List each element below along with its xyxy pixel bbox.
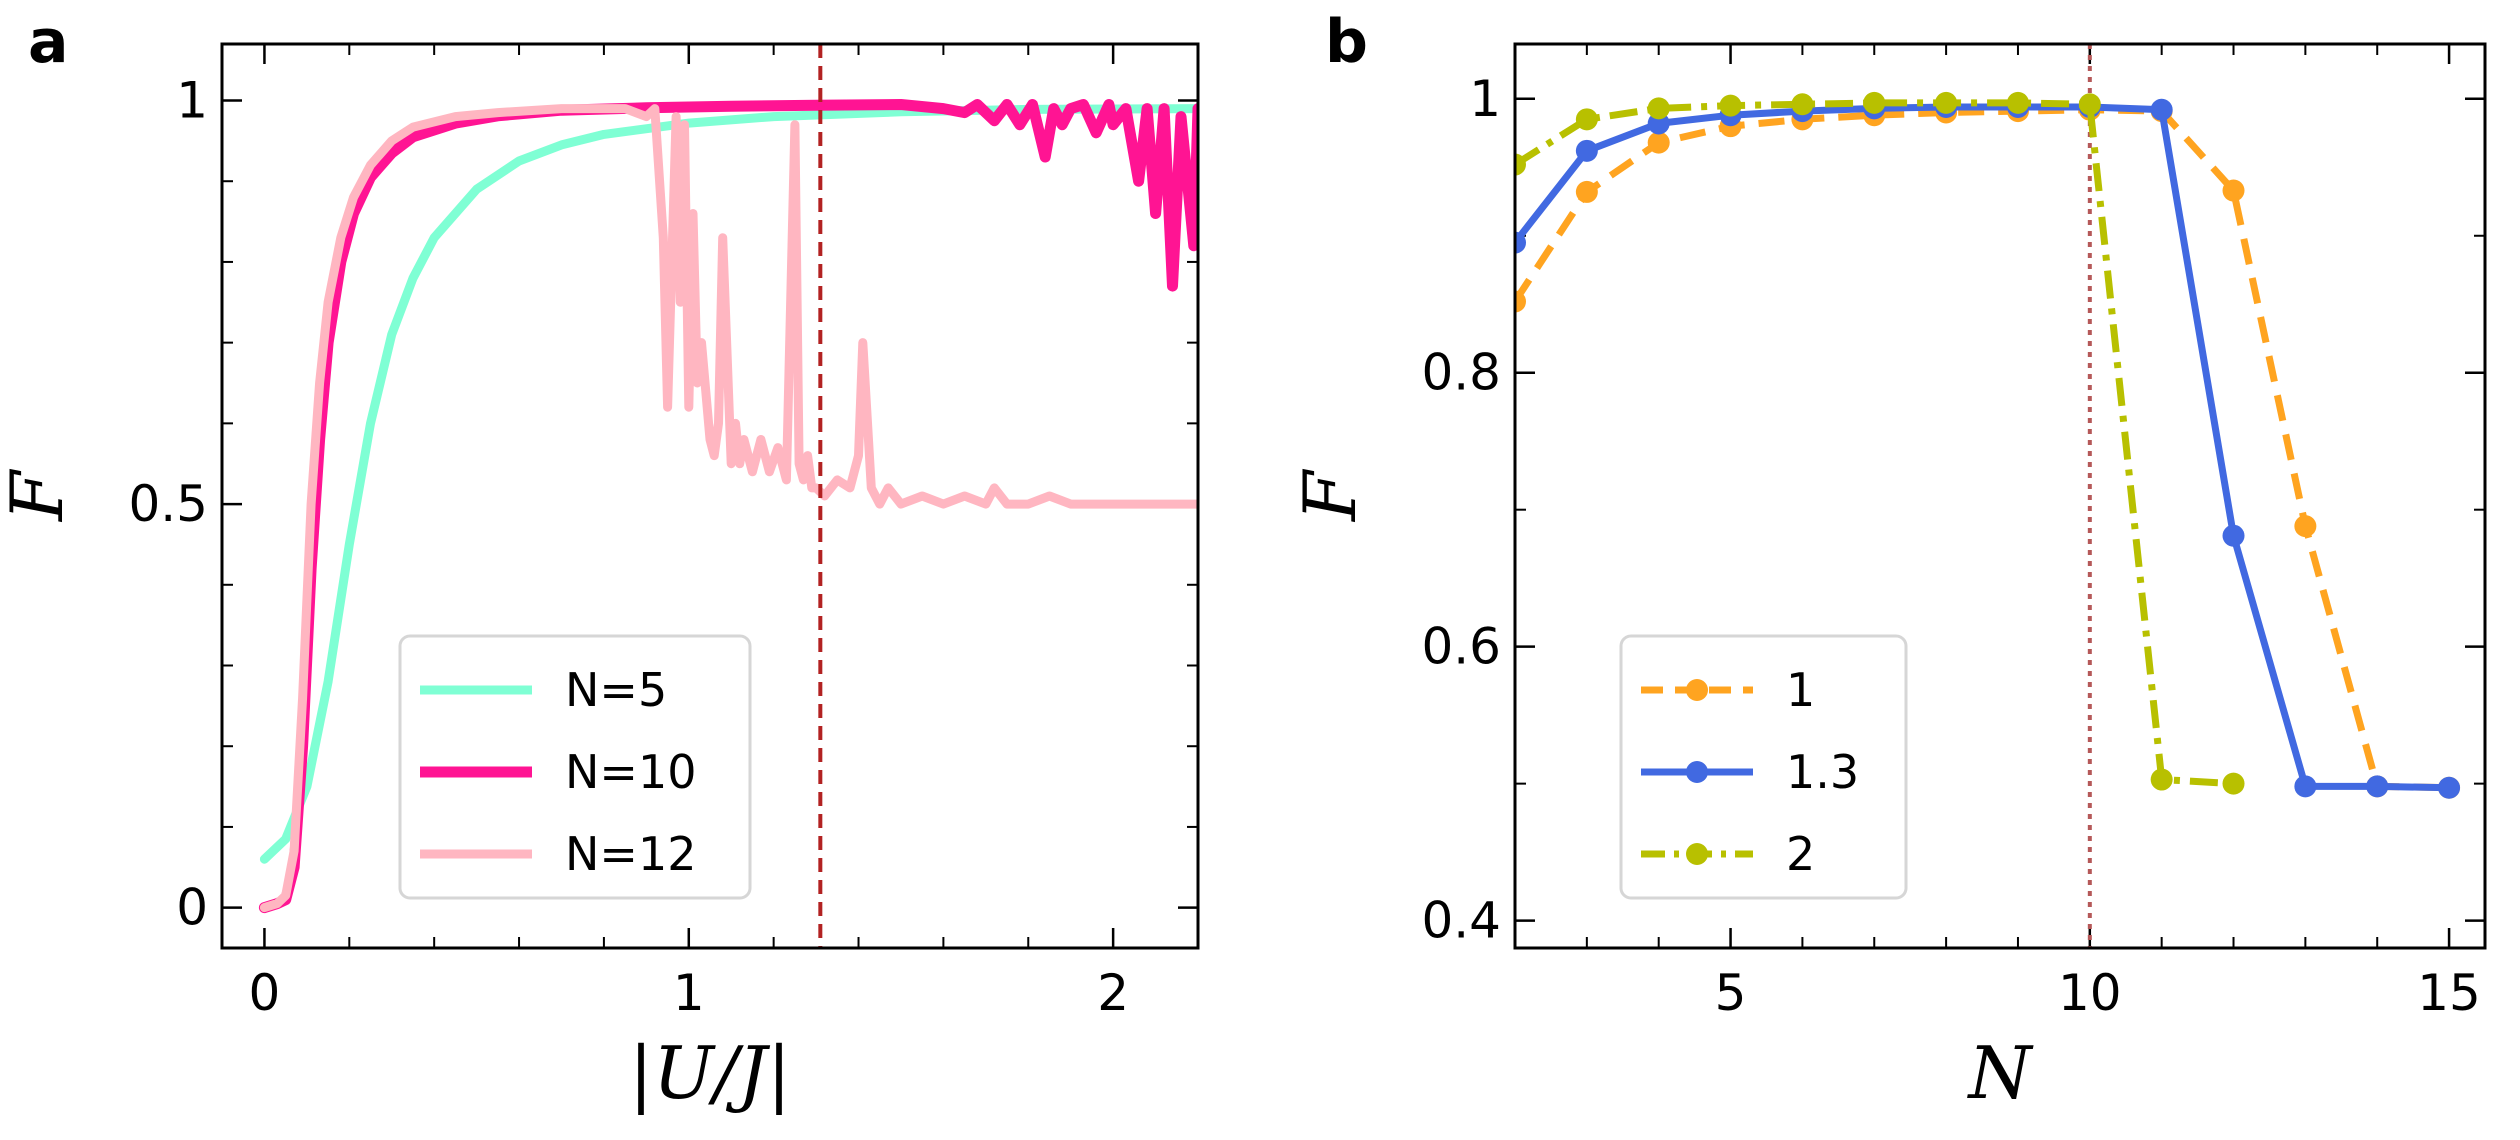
panel-a-frame (220, 42, 1200, 950)
legend-label-1.3: 1.3 (1786, 745, 1859, 799)
series-point-1.3 (2222, 524, 2245, 547)
series-point-2 (1719, 94, 1742, 117)
panel-a-y-axis-label: F (0, 468, 79, 523)
panel-b-ticks (1514, 44, 2485, 948)
series-point-2 (2006, 91, 2029, 114)
series-point-2 (2150, 768, 2173, 791)
legend-box (398, 634, 752, 900)
series-point-1 (1575, 180, 1598, 203)
x-tick-label: 15 (2417, 964, 2481, 1022)
series-point-2 (1647, 97, 1670, 120)
series-point-2 (1791, 93, 1814, 116)
y-tick-label: 0 (176, 879, 208, 937)
panel-b: b 5 10 150.40.60.81 N F 11.32 (1288, 7, 2487, 1115)
series-point-1.3 (2438, 776, 2461, 799)
series-line-1.3 (1515, 103, 2453, 792)
panel-b-legend: 11.32 (1619, 634, 1908, 900)
series-point-1.3 (2366, 775, 2389, 798)
series-line-2 (1515, 99, 2234, 788)
legend-marker-1.3 (1686, 761, 1708, 783)
series-point-2 (1515, 153, 1526, 176)
panel-b-series (1515, 91, 2461, 799)
x-tick-label: 1 (673, 964, 705, 1022)
series-point-2 (2222, 772, 2245, 795)
panel-b-x-axis-label: N (1967, 1031, 2035, 1115)
panel-a-label: a (28, 7, 69, 77)
series-point-1 (1647, 131, 1670, 154)
panel-a-legend: N=5 N=10 N=12 (398, 634, 752, 900)
legend-label-N=5: N=5 (565, 663, 667, 717)
y-tick-label: 1 (1469, 70, 1501, 128)
panel-a-tick-labels: 0 1 2 0 0.5 1 (128, 72, 1129, 1023)
y-tick-label: 0.8 (1421, 344, 1501, 402)
x-tick-label: 10 (2058, 964, 2122, 1022)
legend-label-N=10: N=10 (565, 745, 697, 799)
series-point-1 (2294, 515, 2317, 538)
y-tick-label: 0.6 (1421, 618, 1501, 676)
panel-a-series (258, 99, 1198, 914)
legend-label-2: 2 (1786, 827, 1815, 881)
series-point-1.3 (1515, 231, 1526, 254)
y-tick-label: 0.4 (1421, 892, 1501, 950)
legend-box (1619, 634, 1908, 900)
series-line-N=5 (259, 104, 1198, 864)
panel-b-y-axis-label: F (1288, 468, 1372, 523)
legend-label-N=12: N=12 (565, 827, 697, 881)
series-point-1.3 (2294, 775, 2317, 798)
series-point-1.3 (1647, 112, 1670, 135)
series-point-2 (2078, 93, 2101, 116)
series-line-N=10 (258, 99, 1198, 914)
y-tick-label: 0.5 (128, 475, 208, 533)
series-point-2 (1575, 108, 1598, 131)
series-point-1 (2222, 179, 2245, 202)
panel-b-frame (1513, 42, 2487, 950)
series-line-1 (1515, 106, 2450, 792)
series-point-1.3 (2150, 98, 2173, 121)
panel-b-tick-labels: 5 10 15 0.4 0.6 0.8 1 (1421, 70, 2480, 1022)
series-point-2 (1935, 91, 1958, 114)
series-point-1.3 (1575, 139, 1598, 162)
legend-label-1: 1 (1786, 663, 1815, 717)
y-tick-label: 1 (176, 72, 208, 130)
series-point-1 (1515, 290, 1526, 313)
series-line-N=12 (259, 104, 1198, 913)
panel-b-label: b (1325, 7, 1368, 77)
panel-a: a 0 1 2 0 0.5 1 |U/J| F N=5 N=10 N=12 (0, 7, 1200, 1115)
x-tick-label: 0 (249, 964, 281, 1022)
series-point-2 (1863, 91, 1886, 114)
x-tick-label: 2 (1097, 964, 1129, 1022)
panel-a-x-axis-label: |U/J| (629, 1031, 791, 1115)
legend-marker-2 (1686, 843, 1708, 865)
legend-marker-1 (1686, 679, 1708, 701)
x-tick-label: 5 (1715, 964, 1747, 1022)
